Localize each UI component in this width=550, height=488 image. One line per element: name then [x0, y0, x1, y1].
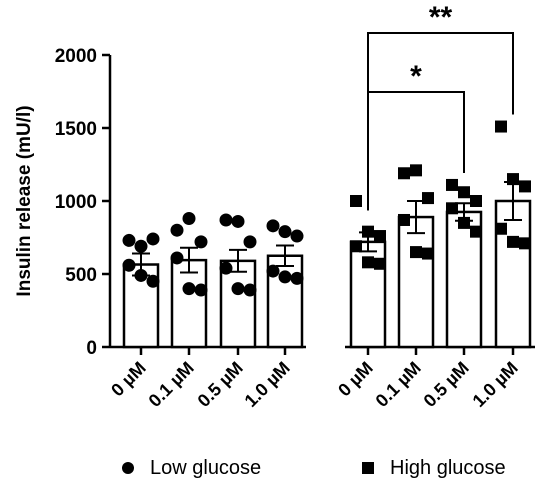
data-point	[266, 219, 280, 233]
data-point	[350, 195, 362, 207]
y-tick-label: 500	[65, 265, 97, 286]
y-tick-label: 1000	[55, 192, 97, 213]
y-tick-label: 1500	[55, 119, 97, 140]
significance-bracket	[367, 91, 465, 211]
data-point	[446, 202, 458, 215]
significance-label: **	[429, 1, 453, 34]
data-point	[410, 246, 422, 259]
data-point	[410, 164, 422, 177]
data-point	[243, 283, 257, 297]
data-point	[194, 283, 208, 297]
data-point	[219, 261, 233, 275]
data-point	[231, 282, 245, 296]
data-point	[362, 225, 374, 238]
data-point	[278, 270, 292, 284]
legend-item-high-glucose: High glucose	[362, 456, 506, 480]
data-point	[458, 186, 470, 199]
data-point	[374, 257, 386, 270]
data-point	[398, 167, 410, 180]
x-tick-label: 1.0 µM	[241, 358, 294, 411]
data-point	[495, 120, 507, 133]
x-tick-label: 1.0 µM	[469, 358, 522, 411]
y-tick-label: 0	[86, 338, 97, 359]
data-point	[146, 232, 160, 246]
data-point	[170, 223, 184, 237]
significance-bracket	[367, 32, 514, 211]
legend-label-low: Low glucose	[150, 456, 262, 479]
circle-marker-icon	[122, 462, 134, 474]
data-point	[134, 268, 148, 282]
data-point	[470, 225, 482, 238]
data-point	[470, 195, 482, 207]
data-point	[122, 233, 136, 247]
data-point	[194, 235, 208, 249]
data-point	[350, 240, 362, 253]
data-point	[219, 213, 233, 227]
x-tick-label: 0 µM	[334, 358, 377, 401]
x-tick-label: 0.5 µM	[194, 358, 247, 411]
y-axis-label: Insulin release (mU/l)	[14, 105, 35, 296]
data-point	[134, 239, 148, 253]
x-tick-label: 0.5 µM	[420, 358, 473, 411]
data-point	[278, 225, 292, 239]
y-tick-label: 2000	[55, 46, 97, 67]
data-point	[182, 282, 196, 296]
x-tick-label: 0.1 µM	[372, 358, 425, 411]
x-tick-label: 0 µM	[107, 358, 150, 401]
data-point	[422, 192, 434, 205]
data-point	[458, 216, 470, 229]
data-point	[446, 178, 458, 191]
bar	[397, 215, 435, 349]
data-point	[507, 235, 519, 248]
data-point	[146, 274, 160, 288]
x-tick-label: 0.1 µM	[145, 358, 198, 411]
data-point	[374, 230, 386, 243]
data-point	[519, 237, 531, 250]
data-point	[182, 212, 196, 226]
legend-label-high: High glucose	[390, 456, 506, 479]
data-point	[231, 214, 245, 228]
data-point	[495, 222, 507, 235]
legend-item-low-glucose: Low glucose	[122, 456, 261, 480]
data-point	[122, 258, 136, 272]
square-marker-icon	[362, 462, 374, 474]
data-point	[170, 251, 184, 265]
significance-label: *	[410, 60, 422, 93]
data-point	[290, 229, 304, 243]
data-point	[422, 247, 434, 260]
data-point	[243, 235, 257, 249]
data-point	[398, 213, 410, 226]
data-point	[266, 264, 280, 278]
data-point	[507, 173, 519, 186]
data-point	[519, 180, 531, 193]
data-point	[290, 271, 304, 285]
data-point	[362, 256, 374, 269]
